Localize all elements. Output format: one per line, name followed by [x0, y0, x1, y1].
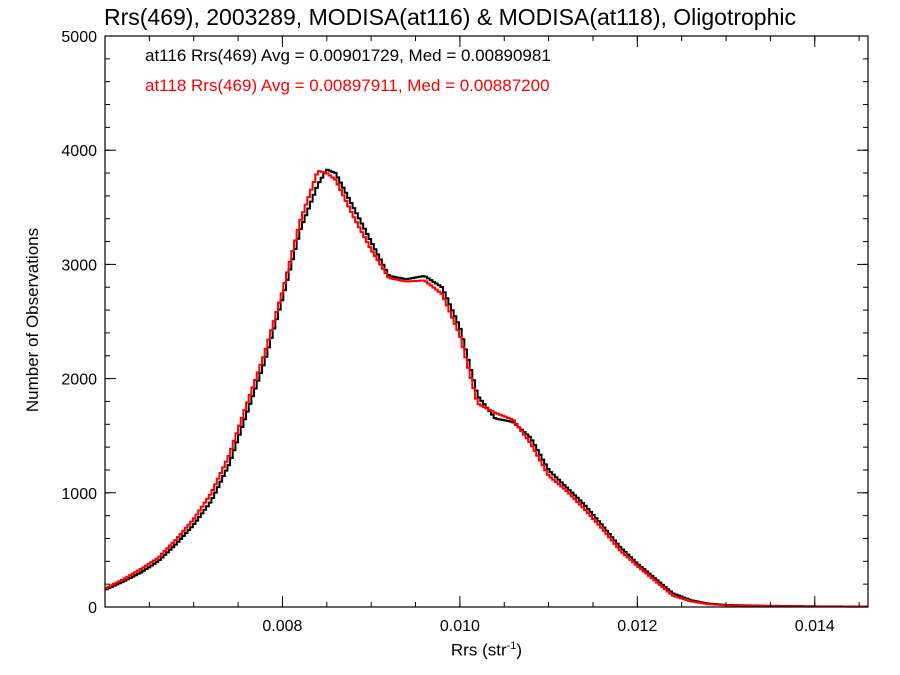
y-tick-label: 2000 — [61, 372, 97, 389]
x-tick-label: 0.010 — [440, 618, 480, 635]
y-tick-label: 3000 — [61, 257, 97, 274]
x-axis-label-suffix: ) — [516, 640, 523, 660]
x-axis-label-text: Rrs (str — [450, 640, 507, 660]
histogram-series-1 — [105, 170, 868, 608]
y-tick-label: 5000 — [61, 29, 97, 46]
x-tick-label: 0.012 — [617, 618, 657, 635]
y-tick-label: 1000 — [61, 486, 97, 503]
y-tick-label: 4000 — [61, 143, 97, 160]
legend-entry-at118: at118 Rrs(469) Avg = 0.00897911, Med = 0… — [145, 76, 550, 95]
y-tick-label: 0 — [88, 600, 97, 617]
x-axis-label: Rrs (str-1) — [105, 640, 868, 661]
x-tick-label: 0.014 — [795, 618, 835, 635]
plot-frame — [104, 35, 869, 608]
x-axis-label-superscript: -1 — [506, 640, 517, 652]
histogram-series-0 — [105, 168, 868, 608]
x-tick-label: 0.008 — [262, 618, 302, 635]
legend-entry-at116: at116 Rrs(469) Avg = 0.00901729, Med = 0… — [145, 46, 551, 65]
chart-title: Rrs(469), 2003289, MODISA(at116) & MODIS… — [104, 4, 796, 30]
